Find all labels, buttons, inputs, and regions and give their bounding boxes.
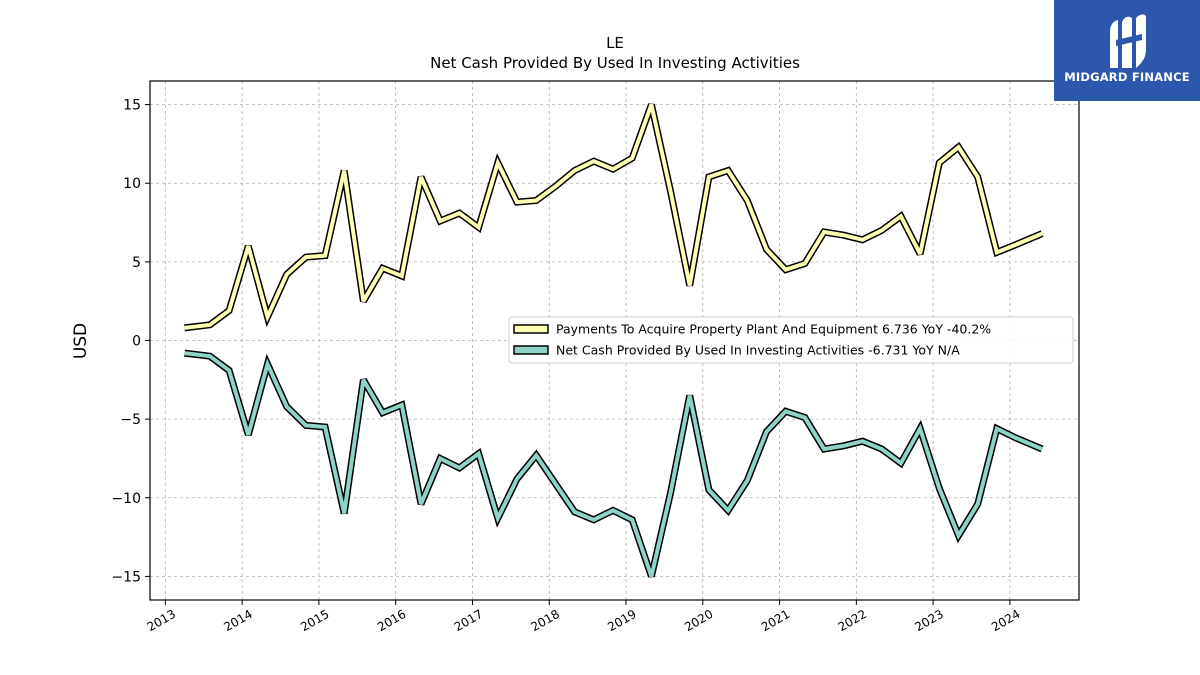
x-tick-label: 2021 [759, 607, 792, 634]
series-1 [184, 103, 1044, 332]
x-tick-label: 2013 [145, 607, 178, 634]
chart-title: LE [606, 34, 624, 52]
legend-label: Payments To Acquire Property Plant And E… [556, 322, 991, 337]
series-outline [184, 103, 1044, 332]
series-outline [184, 349, 1044, 578]
x-tick-label: 2019 [605, 607, 638, 634]
series-layer [184, 103, 1044, 578]
y-tick-label: 5 [132, 255, 141, 271]
y-axis: −15 −10 −5 0 5 10 15 [111, 98, 150, 585]
x-tick-label: 2024 [989, 607, 1022, 634]
y-tick-label: −10 [111, 491, 141, 507]
grid-lines [150, 81, 1079, 600]
x-tick-label: 2016 [375, 607, 408, 634]
x-tick-label: 2014 [221, 607, 254, 634]
x-tick-label: 2023 [912, 607, 945, 634]
x-tick-label: 2017 [452, 607, 485, 634]
x-tick-label: 2022 [836, 607, 869, 634]
y-tick-label: −15 [111, 569, 141, 585]
legend-label: Net Cash Provided By Used In Investing A… [556, 343, 960, 358]
x-tick-label: 2015 [298, 607, 331, 634]
legend-box [508, 316, 1074, 364]
y-tick-label: 0 [132, 334, 141, 350]
series-line [184, 351, 1043, 578]
y-tick-label: 15 [123, 98, 141, 114]
x-axis: 2013 2014 2015 2016 2017 2018 2019 2020 2021 2022… [145, 600, 1023, 634]
x-tick-label: 2018 [529, 607, 562, 634]
x-tick-label: 2020 [682, 607, 715, 634]
legend-swatch [513, 324, 549, 334]
y-axis-label: USD [71, 323, 91, 359]
series-line [184, 103, 1043, 330]
y-tick-label: 10 [123, 176, 141, 192]
midgard-finance-logo: MIDGARD FINANCE [1054, 0, 1200, 101]
y-tick-label: −5 [120, 412, 141, 428]
series-2 [184, 349, 1044, 578]
legend-swatch [513, 345, 549, 355]
logo-mark-icon [1110, 14, 1146, 69]
logo-text: MIDGARD FINANCE [1064, 70, 1190, 84]
chart-subtitle: Net Cash Provided By Used In Investing A… [430, 54, 800, 72]
legend: Payments To Acquire Property Plant And E… [508, 316, 1074, 364]
